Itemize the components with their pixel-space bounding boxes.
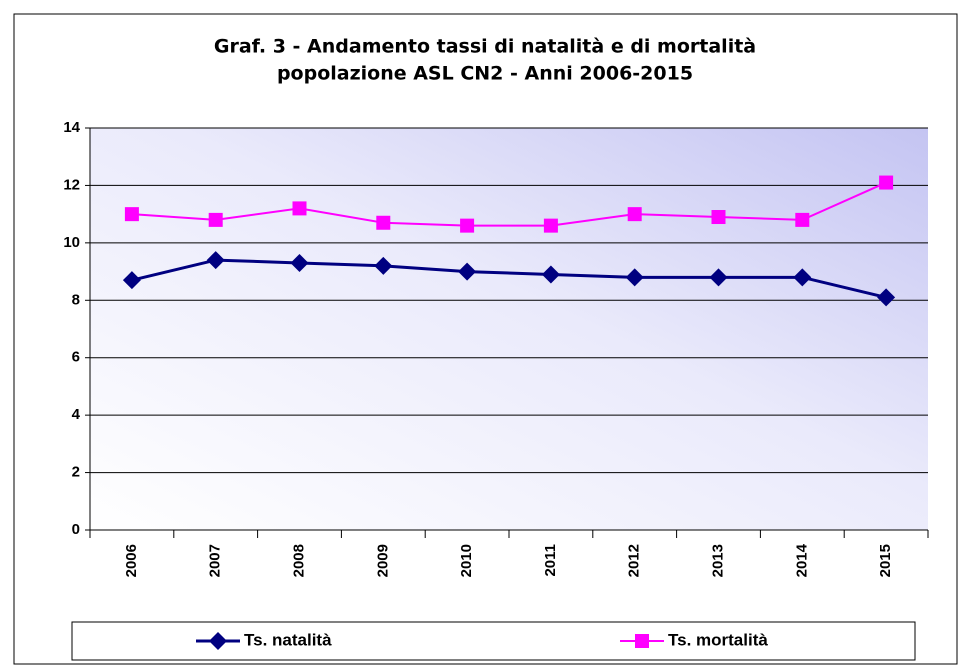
data-point [124,207,139,222]
chart-title: Graf. 3 - Andamento tassi di natalità e … [214,36,756,58]
data-point [879,175,894,190]
legend-marker [635,634,649,648]
data-point [458,262,477,281]
x-tick-label: 2014 [793,543,810,577]
x-tick-label: 2010 [458,544,475,577]
data-point [627,207,642,222]
series-line [131,181,887,227]
data-point [208,212,223,227]
y-tick-label: 6 [72,349,80,366]
data-point [374,256,393,275]
x-tick-label: 2009 [374,544,391,577]
y-tick-label: 12 [63,176,80,193]
plot-area [90,128,928,530]
x-tick-label: 2008 [290,544,307,577]
series-line [131,258,887,299]
y-tick-label: 10 [63,234,80,251]
data-point [625,268,644,287]
legend-label: Ts. mortalità [668,630,768,649]
x-tick-label: 2013 [709,544,726,577]
chart-title: popolazione ASL CN2 - Anni 2006-2015 [277,63,693,85]
x-tick-label: 2006 [123,544,140,577]
x-tick-label: 2007 [207,544,224,577]
x-tick-label: 2012 [626,544,643,577]
data-point [543,218,558,233]
data-point [709,268,728,287]
data-point [376,215,391,230]
legend-marker [209,632,227,650]
x-tick-label: 2011 [542,544,559,577]
data-point [795,212,810,227]
y-tick-label: 4 [72,406,81,423]
y-tick-label: 2 [72,464,80,481]
data-point [460,218,475,233]
y-tick-label: 8 [72,291,80,308]
data-point [793,268,812,287]
data-point [206,251,225,270]
data-point [711,210,726,225]
legend-label: Ts. natalità [244,630,332,649]
y-tick-label: 0 [72,521,80,538]
data-point [292,201,307,216]
data-point [877,288,896,307]
data-point [541,265,560,284]
data-point [290,253,309,272]
y-tick-label: 14 [63,119,80,136]
data-point [122,271,141,290]
x-tick-label: 2015 [877,544,894,577]
